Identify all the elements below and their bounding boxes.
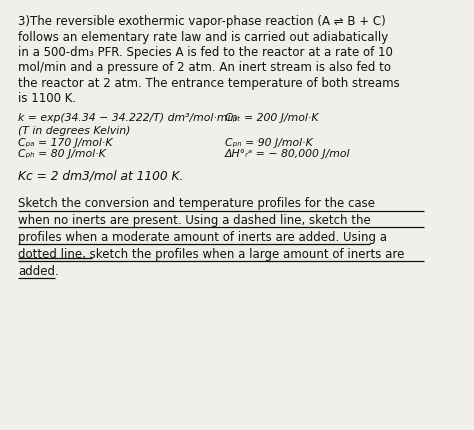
Text: when no inerts are present. Using a dashed line, sketch the: when no inerts are present. Using a dash… bbox=[18, 214, 371, 227]
Text: 3)The reversible exothermic vapor-phase reaction (A ⇌ B + C): 3)The reversible exothermic vapor-phase … bbox=[18, 15, 386, 28]
Text: mol/min and a pressure of 2 atm. An inert stream is also fed to: mol/min and a pressure of 2 atm. An iner… bbox=[18, 61, 391, 74]
Text: (T in degrees Kelvin): (T in degrees Kelvin) bbox=[18, 126, 130, 135]
Text: Cₚₜ = 200 J/mol·K: Cₚₜ = 200 J/mol·K bbox=[225, 113, 319, 123]
Text: ΔH°ᵣᵃ = − 80,000 J/mol: ΔH°ᵣᵃ = − 80,000 J/mol bbox=[225, 150, 350, 160]
Text: is 1100 K.: is 1100 K. bbox=[18, 92, 76, 105]
Text: Sketch the conversion and temperature profiles for the case: Sketch the conversion and temperature pr… bbox=[18, 197, 375, 210]
Text: Cₚₙ = 90 J/mol·K: Cₚₙ = 90 J/mol·K bbox=[225, 138, 313, 147]
Text: follows an elementary rate law and is carried out adiabatically: follows an elementary rate law and is ca… bbox=[18, 31, 388, 44]
Text: profiles when a moderate amount of inerts are added. Using a: profiles when a moderate amount of inert… bbox=[18, 231, 387, 244]
Text: Kc = 2 dm3/mol at 1100 K.: Kc = 2 dm3/mol at 1100 K. bbox=[18, 169, 183, 182]
Text: Cₚₕ = 80 J/mol·K: Cₚₕ = 80 J/mol·K bbox=[18, 150, 106, 160]
Text: added.: added. bbox=[18, 265, 59, 278]
Text: the reactor at 2 atm. The entrance temperature of both streams: the reactor at 2 atm. The entrance tempe… bbox=[18, 77, 400, 90]
Text: dotted line, sketch the profiles when a large amount of inerts are: dotted line, sketch the profiles when a … bbox=[18, 248, 404, 261]
Text: Cₚₐ = 170 J/mol·K: Cₚₐ = 170 J/mol·K bbox=[18, 138, 112, 147]
Text: in a 500-dm₃ PFR. Species A is fed to the reactor at a rate of 10: in a 500-dm₃ PFR. Species A is fed to th… bbox=[18, 46, 393, 59]
Text: k = exp(34.34 − 34.222/T) dm³/mol·min: k = exp(34.34 − 34.222/T) dm³/mol·min bbox=[18, 113, 237, 123]
